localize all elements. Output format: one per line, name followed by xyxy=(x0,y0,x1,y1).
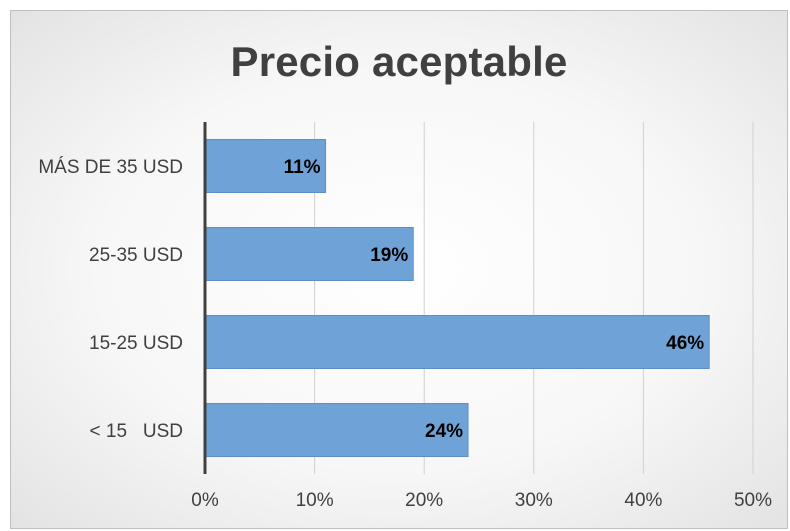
category-label: MÁS DE 35 USD xyxy=(38,157,183,178)
chart-title: Precio aceptable xyxy=(230,38,568,85)
x-tick-label: 50% xyxy=(734,490,772,511)
bar xyxy=(204,227,414,281)
bar xyxy=(204,315,710,369)
bar xyxy=(204,403,469,457)
data-label: 19% xyxy=(370,245,408,266)
bar xyxy=(204,139,327,193)
x-tick-label: 20% xyxy=(405,490,443,511)
data-label: 24% xyxy=(425,421,463,442)
data-label: 46% xyxy=(666,333,704,354)
x-tick-label: 0% xyxy=(191,490,219,511)
category-label: < 15 USD xyxy=(90,421,183,442)
x-tick-label: 30% xyxy=(515,490,553,511)
data-label: 11% xyxy=(284,157,321,178)
x-tick-label: 10% xyxy=(296,490,334,511)
category-label: 25-35 USD xyxy=(89,245,183,266)
category-label: 15-25 USD xyxy=(89,333,183,354)
x-tick-label: 40% xyxy=(624,490,662,511)
